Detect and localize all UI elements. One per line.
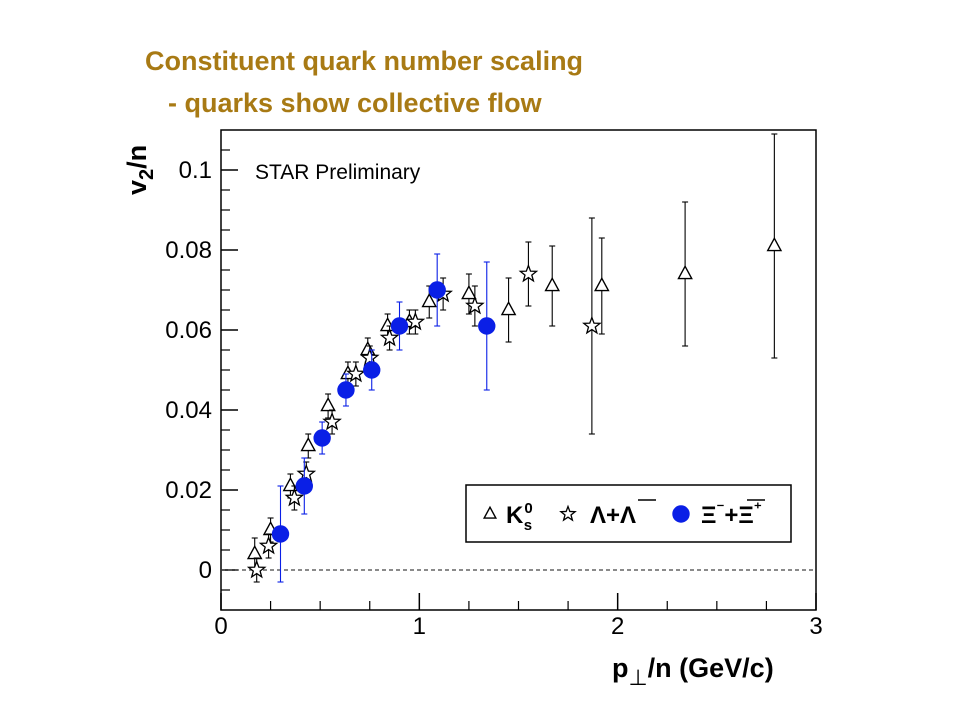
data-point-circle <box>271 525 290 543</box>
x-tick-label-2: 2 <box>611 613 624 640</box>
legend-item-2: Ξ⁻+Ξ⁺ <box>672 499 765 529</box>
legend-marker-triangle <box>482 505 498 519</box>
slide-title-line-1: Constituent quark number scaling <box>145 46 584 76</box>
data-point-triangle <box>320 396 336 412</box>
legend-label-2: Ξ⁻+Ξ⁺ <box>701 500 762 529</box>
x-axis-title: p⊥/n (GeV/c) <box>612 653 774 690</box>
legend-item-0: K0 s <box>482 500 533 534</box>
data-point-circle <box>313 429 331 447</box>
slide-title: Constituent quark number scaling - quark… <box>0 0 960 140</box>
x-tick-label-3: 3 <box>809 613 822 640</box>
data-point-triangle <box>282 476 299 492</box>
y-tick-label-0.1: 0.1 <box>179 157 212 184</box>
legend-marker-circle <box>672 505 690 523</box>
data-point-circle <box>363 361 381 379</box>
data-point-star <box>518 263 539 283</box>
legend-label-1: Λ+Λ <box>590 502 636 529</box>
y-tick-label-0.02: 0.02 <box>165 477 212 504</box>
data-point-circle <box>390 317 409 335</box>
data-point-triangle <box>766 236 783 252</box>
data-point-star <box>379 327 400 347</box>
data-point-triangle <box>421 292 438 308</box>
data-point-star <box>405 311 426 331</box>
data-point-circle <box>295 477 313 495</box>
legend-item-1: Λ+Λ <box>559 499 656 529</box>
y-tick-label-0.08: 0.08 <box>165 237 212 264</box>
data-point-star <box>465 295 485 315</box>
legend: K0 s Λ+Λ Ξ⁻+Ξ⁺ <box>465 484 792 543</box>
data-point-circle <box>337 381 355 399</box>
data-point-star <box>322 411 342 431</box>
y-axis-title: v2/n <box>122 145 158 195</box>
legend-label-0: K0 s <box>506 500 533 534</box>
data-point-triangle <box>461 284 477 300</box>
data-point-triangle <box>593 276 610 292</box>
data-point-star <box>246 559 267 579</box>
data-point-star <box>582 315 602 335</box>
legend-marker-star <box>559 504 577 522</box>
data-point-triangle <box>246 544 263 560</box>
data-point-star <box>284 487 305 507</box>
data-marks <box>246 133 783 583</box>
x-tick-label-0: 0 <box>214 613 227 640</box>
preliminary-annotation: STAR Preliminary <box>255 161 421 184</box>
data-point-circle <box>478 317 496 335</box>
x-tick-label-1: 1 <box>413 613 426 640</box>
data-point-star <box>346 363 366 383</box>
y-tick-label-0: 0 <box>199 557 212 584</box>
data-point-triangle <box>379 316 396 332</box>
axis-ticks: 0 1 2 3 0 0.02 0.04 0.06 0.08 0.1 <box>165 149 823 640</box>
legend-box <box>465 484 792 543</box>
y-tick-label-0.06: 0.06 <box>165 317 212 344</box>
data-point-triangle <box>359 340 376 356</box>
data-point-triangle <box>300 436 317 452</box>
data-point-triangle <box>677 264 693 280</box>
data-point-triangle <box>500 300 517 316</box>
y-tick-label-0.04: 0.04 <box>165 397 212 424</box>
data-point-circle <box>428 281 446 299</box>
data-point-triangle <box>544 276 561 292</box>
data-point-star <box>258 535 279 555</box>
slide-title-line-2: - quarks show collective flow <box>168 88 542 118</box>
series-2 <box>271 253 496 583</box>
